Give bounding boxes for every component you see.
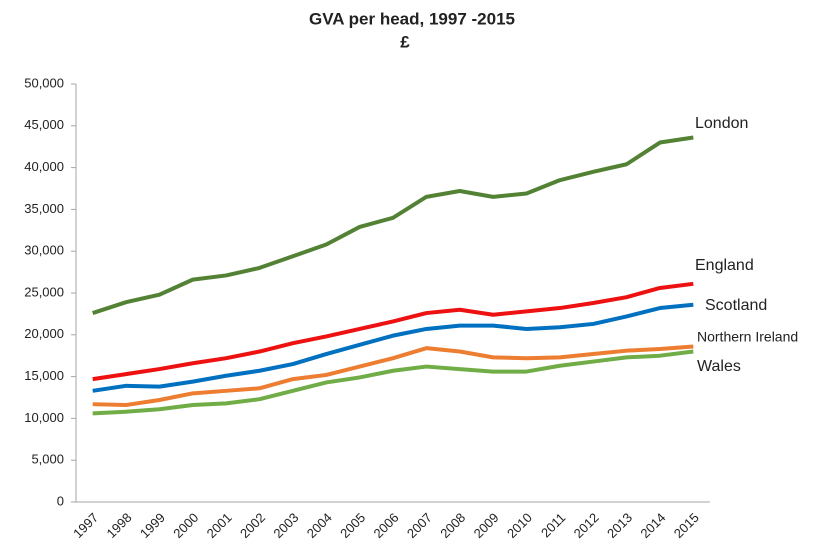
x-tick-label: 2013 [604, 510, 635, 541]
series-label: Wales [697, 358, 741, 375]
x-tick-label: 2011 [538, 510, 568, 540]
series-line [92, 135, 694, 315]
series-line [92, 349, 694, 416]
x-tick-label: 2015 [671, 510, 702, 541]
x-tick-label: 2000 [170, 510, 201, 541]
x-tick-label: 1997 [70, 510, 101, 541]
series-label: England [695, 257, 754, 274]
y-tick-label: 45,000 [24, 117, 64, 132]
y-tick-label: 40,000 [24, 159, 64, 174]
y-tick-label: 0 [57, 493, 64, 508]
series-line [92, 302, 694, 393]
series-label: Northern Ireland [697, 329, 798, 345]
series-line [92, 281, 694, 382]
x-tick-label: 1998 [104, 510, 135, 541]
x-tick-label: 2007 [404, 510, 435, 541]
x-tick-label: 2001 [204, 510, 235, 541]
series-label: London [695, 115, 748, 132]
y-tick-label: 15,000 [24, 368, 64, 383]
x-tick-label: 2004 [304, 510, 335, 541]
x-tick-label: 2006 [370, 510, 401, 541]
x-tick-label: 2010 [504, 510, 535, 541]
chart-title: GVA per head, 1997 -2015 [309, 9, 515, 28]
x-tick-label: 1999 [137, 510, 168, 541]
x-tick-label: 2005 [337, 510, 368, 541]
y-tick-label: 50,000 [24, 75, 64, 90]
y-tick-label: 30,000 [24, 243, 64, 258]
chart-subtitle: £ [400, 32, 410, 51]
x-tick-label: 2008 [437, 510, 468, 541]
x-tick-label: 2003 [270, 510, 301, 541]
y-tick-label: 10,000 [24, 410, 64, 425]
y-tick-label: 25,000 [24, 284, 64, 299]
y-tick-label: 35,000 [24, 201, 64, 216]
y-tick-label: 20,000 [24, 326, 64, 341]
x-tick-label: 2012 [571, 510, 602, 541]
x-tick-label: 2002 [237, 510, 268, 541]
series-line [92, 344, 694, 408]
y-tick-label: 5,000 [31, 452, 64, 467]
x-tick-label: 2014 [637, 510, 668, 541]
x-tick-label: 2009 [471, 510, 502, 541]
series-label: Scotland [705, 297, 767, 314]
